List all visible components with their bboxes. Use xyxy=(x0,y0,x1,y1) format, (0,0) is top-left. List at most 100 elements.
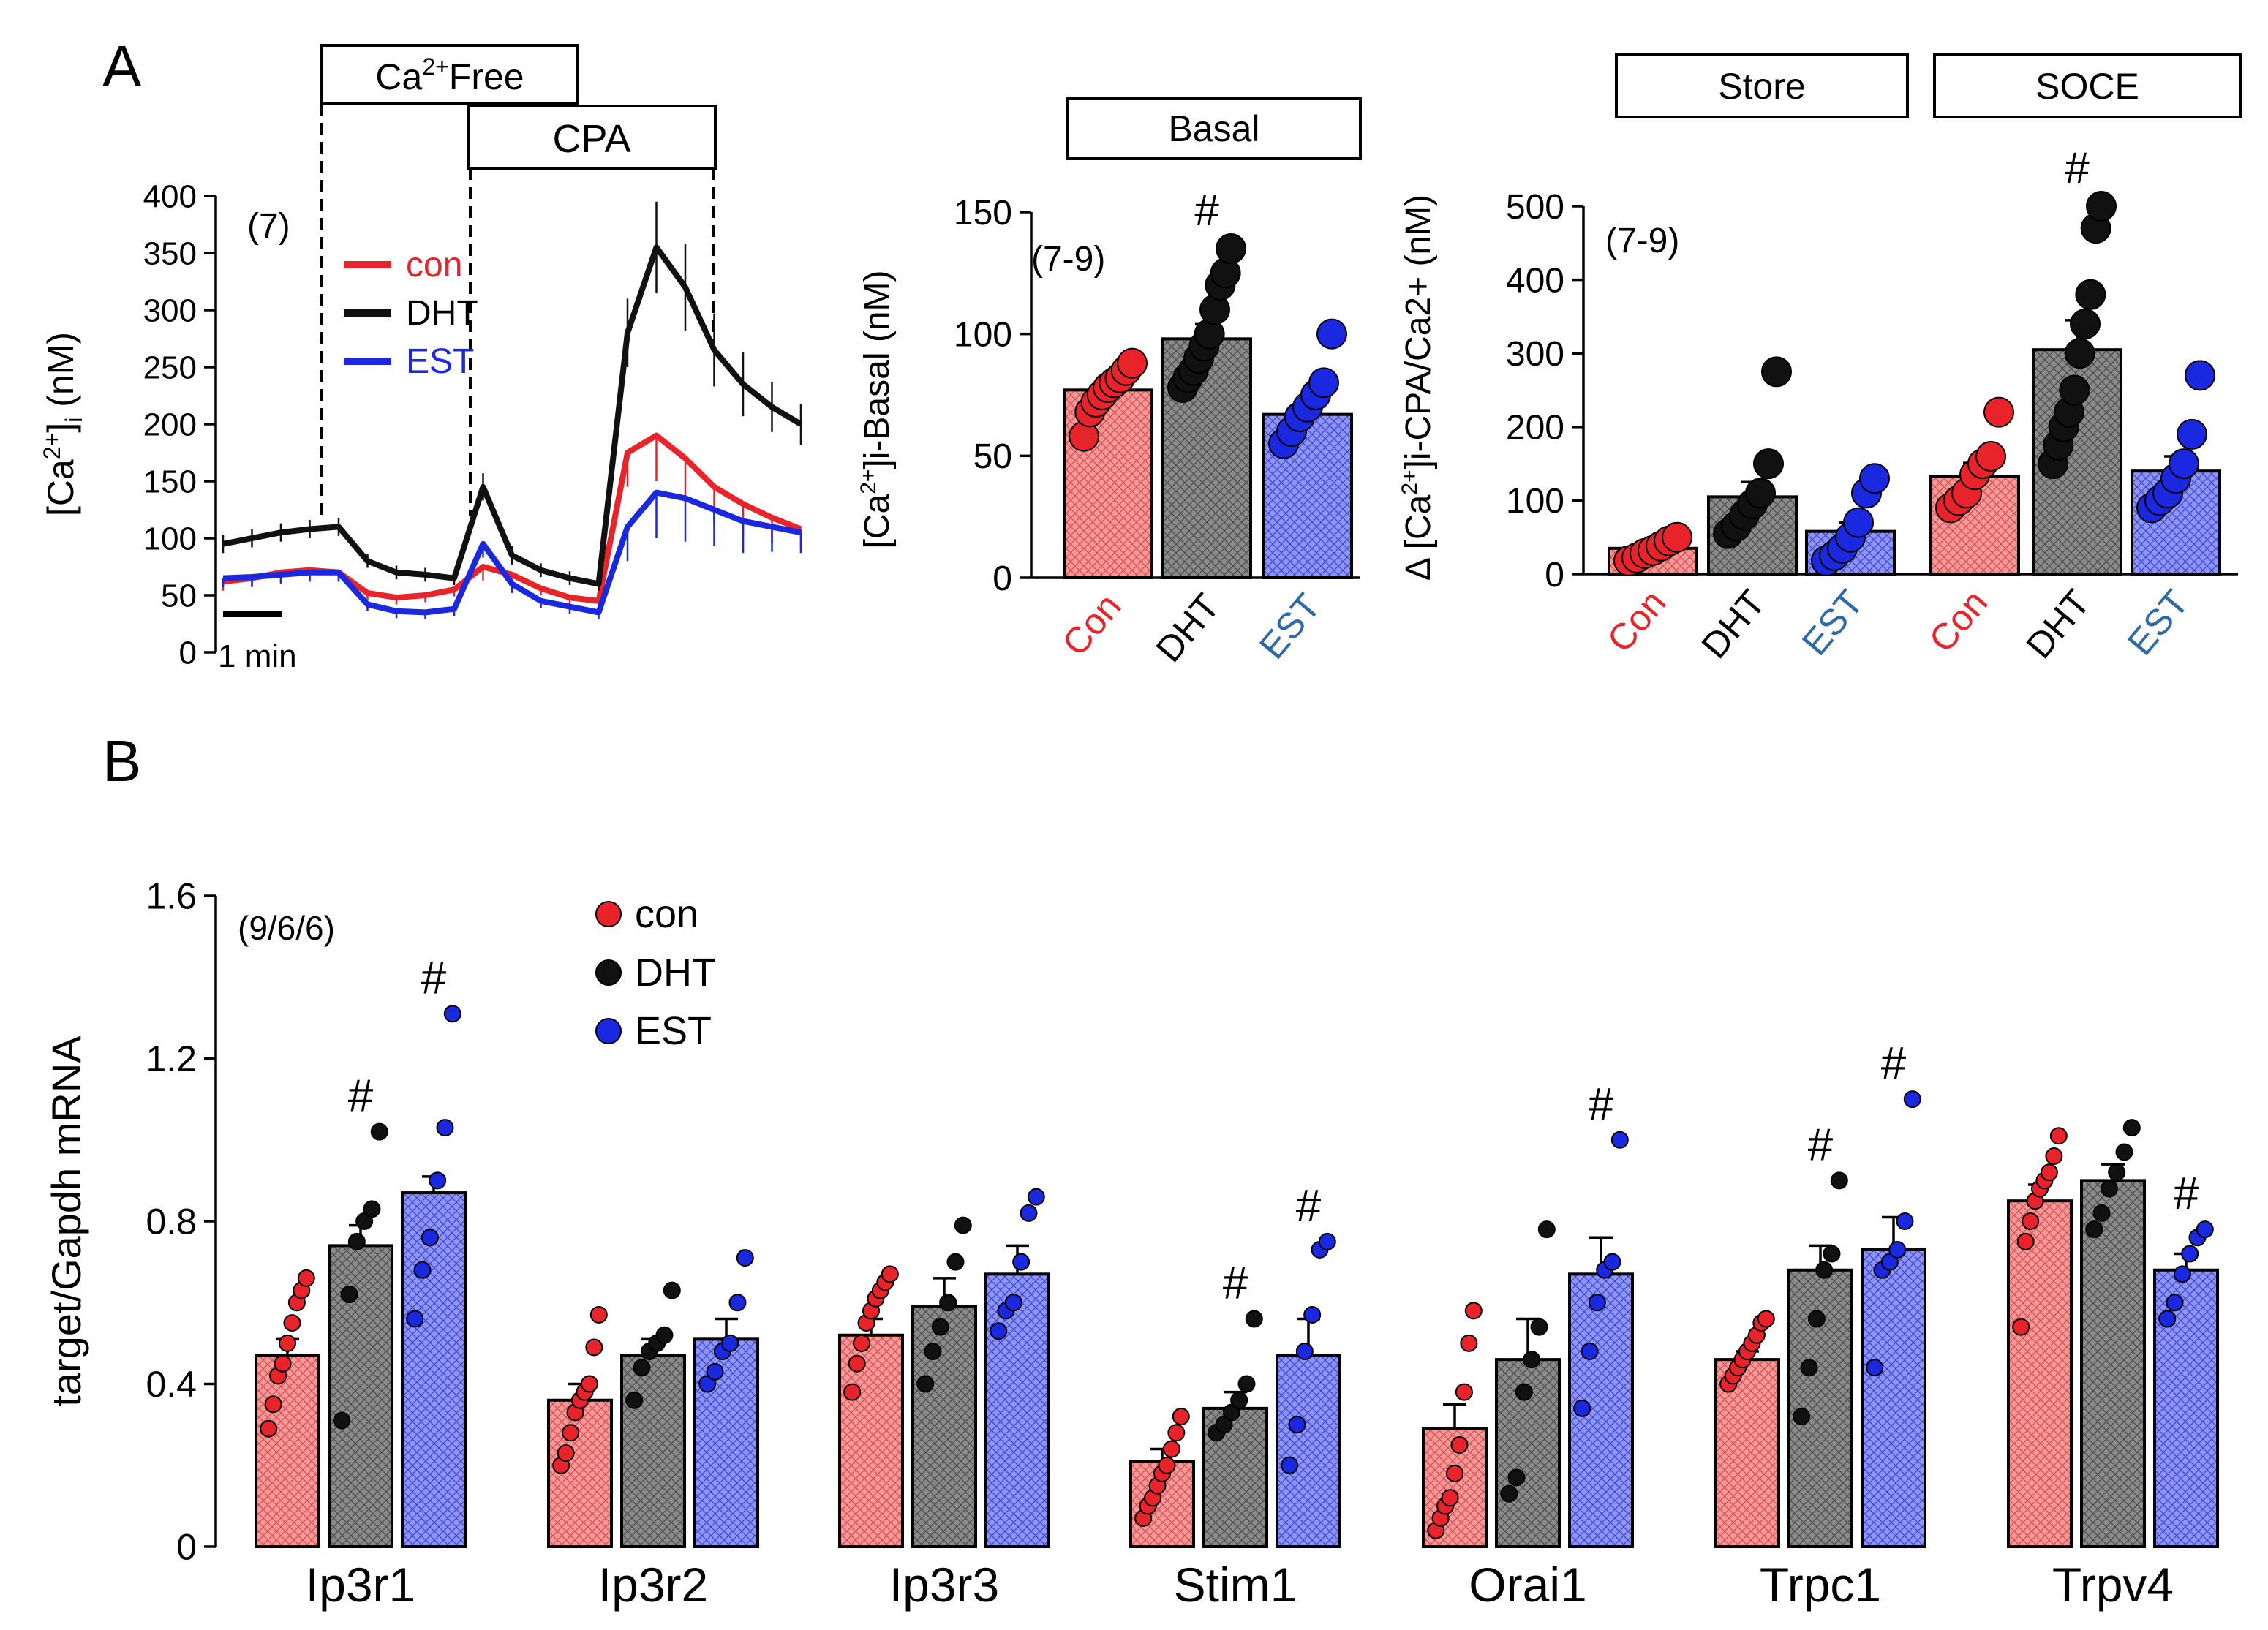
store-header: Store xyxy=(1718,66,1806,107)
mrna-point-6-2-1 xyxy=(2166,1294,2184,1312)
mrna-legend-est-dot xyxy=(595,1018,622,1044)
mrna-point-4-0-8 xyxy=(1464,1302,1483,1320)
trace-legend: con DHT EST xyxy=(344,246,478,381)
mrna-point-6-2-3 xyxy=(2181,1245,2199,1263)
soce-header: SOCE xyxy=(2035,66,2139,107)
mrna-point-6-0-2 xyxy=(2022,1212,2040,1230)
mrna-point-0-1-5 xyxy=(370,1122,388,1141)
store-y-tick-label-5: 500 xyxy=(1506,188,1564,227)
mrna-point-0-1-1 xyxy=(340,1286,358,1304)
mrna-y-label: target/Gapdh mRNA xyxy=(43,1035,89,1407)
mrna-sig-0-1: # xyxy=(348,1071,374,1122)
basal-y-label-tail: ]i-Basal (nM) xyxy=(858,271,897,469)
mrna-point-5-1-4 xyxy=(1823,1245,1841,1263)
store-point-2-4 xyxy=(1843,507,1874,538)
mrna-cat-label-2: Ip3r3 xyxy=(889,1558,999,1612)
basal-y-label-main: [Ca xyxy=(858,494,897,548)
basal-point-0-8 xyxy=(1117,347,1148,379)
mrna-point-0-1-2 xyxy=(347,1232,366,1250)
mrna-point-0-1-4 xyxy=(363,1200,381,1218)
mrna-point-3-0-5 xyxy=(1158,1456,1176,1474)
store-point-0-6 xyxy=(1662,521,1692,553)
mrna-point-2-0-0 xyxy=(843,1383,862,1401)
mrna-y-tick-label-4: 1.6 xyxy=(146,876,197,917)
mrna-point-6-2-5 xyxy=(2196,1220,2214,1239)
mrna-sig-5-2: # xyxy=(1881,1038,1907,1089)
mrna-bar-1-2 xyxy=(693,1337,759,1548)
mrna-point-6-1-3 xyxy=(2108,1163,2126,1182)
mrna-point-2-2-2 xyxy=(1004,1294,1022,1312)
soce-header-box xyxy=(1933,53,2242,118)
store-soce-bars: Con DHT EST Con # DHT EST xyxy=(1600,143,2221,666)
scale-bar-label: 1 min xyxy=(218,638,297,674)
store-point-2-6 xyxy=(1859,463,1890,494)
store-point-3-5 xyxy=(1975,441,2006,472)
mrna-n-label: (9/6/6) xyxy=(238,909,335,947)
basal-y-label-sup: 2+ xyxy=(856,469,881,494)
mrna-cat-label-0: Ip3r1 xyxy=(306,1558,415,1612)
basal-cat-label-2: EST xyxy=(1251,586,1328,666)
trace-y-tick-label-5: 250 xyxy=(143,350,197,385)
mrna-point-1-0-2 xyxy=(562,1424,580,1442)
mrna-point-0-2-2 xyxy=(421,1229,439,1247)
mrna-point-5-2-4 xyxy=(1896,1212,1914,1230)
store-cat-label-5: EST xyxy=(2120,582,2196,663)
mrna-point-6-1-4 xyxy=(2115,1143,2133,1161)
mrna-point-6-0-1 xyxy=(2016,1232,2035,1250)
mrna-point-2-0-8 xyxy=(881,1265,899,1283)
mrna-y-tick-label-2: 0.8 xyxy=(146,1201,197,1242)
mrna-point-4-2-0 xyxy=(1573,1399,1591,1417)
store-point-3-6 xyxy=(1983,396,2014,428)
mrna-point-2-2-3 xyxy=(1012,1253,1031,1271)
trace-y-tick-label-1: 50 xyxy=(161,578,197,614)
store-y-tick-label-4: 400 xyxy=(1506,261,1564,300)
mrna-cat-label-6: Trpv4 xyxy=(2052,1558,2174,1612)
ca-free-post: Free xyxy=(449,56,524,97)
mrna-cat-label-3: Stim1 xyxy=(1174,1558,1297,1612)
mrna-point-2-2-5 xyxy=(1027,1188,1045,1206)
basal-cat-label-0: Con xyxy=(1055,586,1129,663)
mrna-point-0-0-4 xyxy=(279,1334,296,1352)
mrna-point-5-2-3 xyxy=(1888,1240,1907,1259)
basal-header: Basal xyxy=(1168,108,1259,149)
legend-est-label: EST xyxy=(406,342,474,381)
trace-y-tick-label-8: 400 xyxy=(143,178,197,214)
mrna-point-1-2-1 xyxy=(706,1362,724,1381)
trace-line-dht xyxy=(222,244,803,587)
mrna-point-3-2-1 xyxy=(1288,1416,1306,1434)
mrna-bar-1-1 xyxy=(620,1354,686,1548)
basal-y-tick-label-3: 150 xyxy=(954,194,1012,233)
mrna-point-1-0-1 xyxy=(557,1444,575,1463)
mrna-point-6-1-1 xyxy=(2092,1204,2111,1222)
mrna-point-6-0-6 xyxy=(2040,1163,2058,1182)
basal-y-ticks: 0 50 100 150 xyxy=(954,194,1031,598)
mrna-point-0-2-1 xyxy=(413,1261,432,1279)
store-point-1-4 xyxy=(1745,478,1776,509)
mrna-point-0-0-8 xyxy=(297,1269,315,1287)
mrna-point-2-2-0 xyxy=(990,1322,1008,1340)
basal-sig-1: # xyxy=(1194,186,1219,235)
mrna-point-3-0-6 xyxy=(1162,1440,1180,1458)
store-cat-label-1: DHT xyxy=(1693,582,1773,666)
basal-point-2-5 xyxy=(1308,367,1339,399)
trace-y-tick-label-7: 350 xyxy=(143,235,197,271)
mrna-point-4-1-1 xyxy=(1507,1468,1526,1487)
store-point-1-6 xyxy=(1761,356,1792,388)
mrna-point-1-0-8 xyxy=(589,1305,608,1324)
mrna-point-0-0-0 xyxy=(260,1419,278,1438)
mrna-point-6-0-0 xyxy=(2012,1318,2030,1336)
mrna-point-2-1-2 xyxy=(931,1318,949,1336)
trace-y-label-sup: 2+ xyxy=(39,433,65,459)
mrna-point-3-2-2 xyxy=(1295,1343,1314,1360)
mrna-bar-6-1 xyxy=(2080,1179,2146,1548)
trace-series xyxy=(222,201,803,619)
mrna-cat-label-4: Orai1 xyxy=(1469,1558,1586,1612)
cpa-box xyxy=(467,105,717,170)
basal-y-label: [Ca2+]i-Basal (nM) xyxy=(856,271,897,549)
mrna-sig-3-2: # xyxy=(1296,1181,1322,1231)
mrna-point-1-1-1 xyxy=(633,1359,651,1377)
mrna-bar-6-0 xyxy=(2007,1199,2073,1548)
mrna-sig-0-2: # xyxy=(421,953,447,1003)
